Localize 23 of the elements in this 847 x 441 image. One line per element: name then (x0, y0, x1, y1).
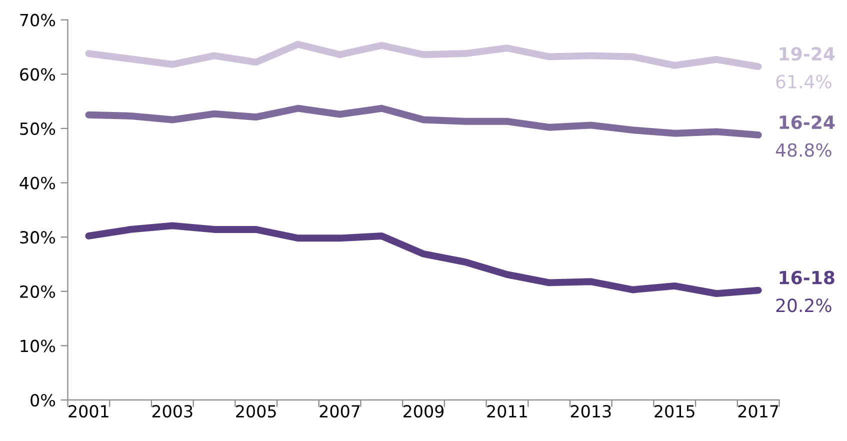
y-tick-label: 0% (30, 394, 56, 407)
x-tick-label: 2001 (68, 405, 108, 418)
data-label: 20.2% (776, 298, 832, 312)
x-tick-label: 2017 (738, 405, 778, 418)
series-label: 16-18 (780, 270, 834, 284)
data-label: 48.8% (776, 143, 832, 157)
y-tick-label: 40% (20, 176, 56, 190)
y-tick-label: 30% (20, 231, 56, 244)
x-tick-label: 2011 (487, 405, 527, 418)
x-tick-label: 2007 (320, 405, 360, 418)
series-label: 16-24 (780, 115, 835, 130)
data-label: 61.4% (776, 74, 832, 88)
y-tick-label: 20% (20, 285, 56, 298)
y-tick-label: 70% (20, 14, 56, 26)
y-tick-label: 10% (20, 340, 56, 352)
y-tick-label: 50% (20, 122, 56, 136)
series-label: 19-24 (780, 47, 835, 61)
x-tick-label: 2015 (654, 405, 694, 418)
y-tick-label: 60% (20, 68, 56, 81)
x-tick-label: 2013 (570, 405, 611, 418)
x-tick-label: 2009 (404, 405, 444, 418)
x-tick-label: 2005 (236, 405, 276, 418)
x-tick-label: 2003 (152, 405, 192, 418)
